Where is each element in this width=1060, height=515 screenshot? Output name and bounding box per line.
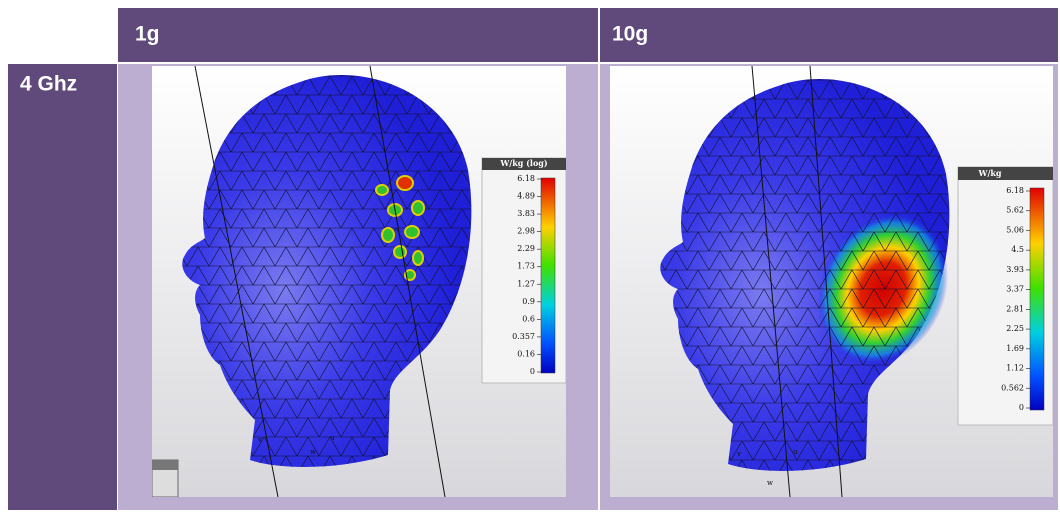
legend-tick-label: 1.69 [1006,344,1024,353]
legend-tick-label: 2.29 [517,244,535,253]
legend-tick-label: 1.12 [1006,364,1024,373]
legend-title: W/kg (log) [499,158,548,168]
legend-tick-label: 2.98 [517,227,535,236]
legend-tick-label: 5.06 [1006,225,1024,234]
legend-tick-label: 4.89 [517,192,535,201]
legend-tick-label: 1.73 [517,262,535,271]
legend-tick-label: 0.16 [517,349,535,358]
legend-tick-label: 3.83 [517,209,535,218]
column-header: 1g [135,23,160,46]
legend-tick-label: 0.562 [1001,383,1024,392]
row-header [8,64,117,510]
legend-tick-label: 4.5 [1011,245,1024,254]
legend-tick-label: 2.81 [1006,304,1024,313]
legend-tick-label: 3.37 [1006,285,1024,294]
legend-tick-label: 2.25 [1006,324,1024,333]
axis-label: w [767,479,773,487]
legend-tick-label: 0.357 [512,332,535,341]
legend-tick-label: 0.6 [522,314,535,323]
legend-tick-label: 3.93 [1006,265,1024,274]
axis-label: u [793,448,798,456]
row-label: 4 Ghz [20,73,77,96]
axis-label: u [330,434,335,442]
axis-label: w [310,448,316,456]
simulation-image [152,66,566,497]
legend-tick-label: 0 [1019,403,1024,412]
legend-title: W/kg [977,168,1001,178]
axis-label: v [257,436,262,444]
simulation-image [610,66,1053,497]
legend-tick-label: 5.62 [1006,206,1024,215]
legend-tick-label: 1.27 [517,279,535,288]
header-row [118,8,1058,62]
legend-tick-label: 0 [530,367,535,376]
column-header: 10g [612,23,648,46]
legend-tick-label: 6.18 [517,174,535,183]
legend-tick-label: 6.18 [1006,186,1024,195]
legend-tick-label: 0.9 [522,297,535,306]
axis-label: v [736,450,741,458]
